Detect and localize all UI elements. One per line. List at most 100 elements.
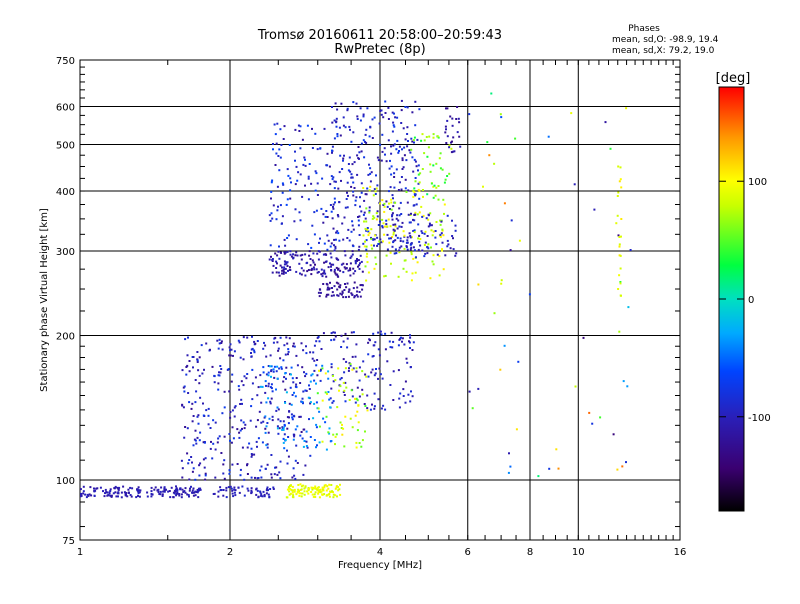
data-point — [311, 493, 314, 496]
data-point — [349, 274, 352, 277]
data-point — [392, 228, 395, 231]
data-point — [379, 143, 382, 146]
data-point — [317, 291, 320, 294]
data-point — [366, 107, 369, 110]
data-point — [333, 187, 336, 190]
data-point — [357, 157, 360, 160]
data-point — [354, 262, 357, 265]
data-point — [316, 359, 319, 361]
data-point — [381, 225, 384, 228]
data-point — [418, 108, 421, 111]
data-point — [360, 445, 363, 448]
data-point — [82, 490, 85, 493]
data-point — [272, 368, 275, 371]
data-point — [442, 198, 445, 201]
data-point — [233, 415, 236, 418]
data-point — [374, 372, 377, 375]
data-point — [345, 198, 348, 200]
data-point — [362, 242, 365, 245]
data-point — [358, 379, 361, 382]
data-point — [265, 373, 268, 376]
data-point — [439, 167, 442, 170]
data-point — [82, 485, 85, 488]
data-point — [300, 485, 303, 488]
data-point — [450, 151, 453, 154]
colorbar-tick-label: -100 — [748, 413, 771, 424]
data-point — [305, 352, 308, 355]
data-point — [227, 368, 230, 371]
data-point — [430, 229, 433, 232]
data-point — [629, 249, 632, 251]
data-point — [209, 427, 212, 429]
data-point — [286, 198, 289, 201]
data-point — [310, 374, 313, 377]
data-point — [198, 356, 201, 359]
data-point — [355, 102, 358, 105]
data-point — [123, 491, 126, 494]
data-point — [302, 269, 305, 272]
data-point — [378, 240, 381, 243]
data-point — [403, 234, 406, 237]
data-point — [410, 242, 413, 245]
data-point — [371, 368, 374, 371]
data-point — [339, 134, 342, 137]
data-point — [231, 409, 234, 412]
data-point — [369, 172, 372, 175]
data-point — [351, 395, 354, 398]
data-point — [163, 487, 166, 490]
data-point — [313, 379, 316, 382]
data-point — [287, 269, 289, 272]
data-point — [350, 140, 353, 143]
data-point — [375, 218, 378, 221]
data-point — [244, 423, 247, 426]
data-point — [333, 249, 336, 252]
data-point — [449, 115, 452, 118]
data-point — [295, 251, 298, 254]
data-point — [207, 407, 210, 410]
data-point — [205, 342, 208, 345]
data-point — [283, 266, 286, 269]
data-point — [250, 355, 253, 358]
data-point — [333, 119, 336, 122]
data-point — [402, 395, 405, 397]
data-point — [427, 243, 430, 246]
y-tick-label: 600 — [56, 103, 75, 114]
data-point — [326, 234, 329, 237]
data-point — [388, 340, 391, 343]
data-point — [619, 178, 622, 181]
data-point — [313, 369, 316, 372]
data-point — [282, 420, 285, 423]
data-point — [319, 379, 322, 382]
data-point — [454, 229, 457, 232]
data-point — [109, 488, 112, 491]
data-point — [217, 374, 220, 377]
data-point — [384, 332, 387, 335]
data-point — [199, 396, 202, 399]
data-point — [416, 261, 419, 264]
data-point — [430, 246, 432, 249]
data-point — [267, 431, 270, 434]
data-point — [336, 135, 339, 138]
data-point — [327, 377, 330, 380]
data-point — [400, 109, 403, 112]
data-point — [197, 414, 200, 417]
data-point — [618, 330, 621, 333]
data-point — [369, 125, 372, 128]
data-point — [355, 397, 358, 400]
data-point — [415, 165, 418, 168]
data-point — [344, 367, 347, 370]
data-point — [203, 466, 206, 469]
data-point — [351, 426, 354, 429]
data-point — [204, 474, 207, 477]
data-point — [398, 181, 401, 184]
data-point — [363, 156, 366, 159]
data-point — [330, 484, 333, 486]
data-point — [359, 119, 362, 122]
data-point — [272, 204, 275, 207]
data-point — [188, 459, 191, 461]
data-point — [358, 395, 361, 398]
data-point — [413, 141, 415, 144]
data-point — [308, 163, 311, 165]
data-point — [222, 463, 225, 466]
data-point — [283, 260, 286, 263]
